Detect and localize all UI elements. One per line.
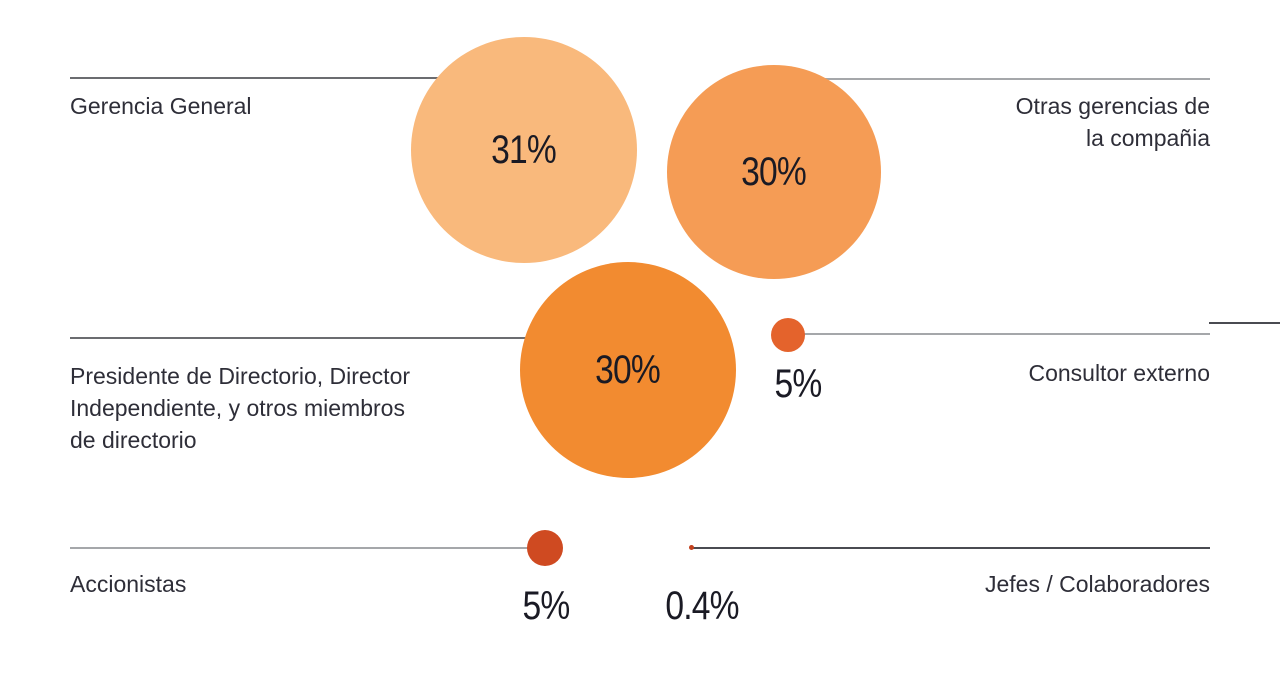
- label-consultor-externo: Consultor externo: [1028, 360, 1210, 386]
- label-gerencia-general: Gerencia General: [70, 93, 252, 119]
- edge-line-fragment: [1209, 322, 1280, 324]
- bubble-value-otras-gerencias: 30%: [741, 149, 808, 194]
- rule-otras-gerencias: [774, 78, 1210, 80]
- bubble-consultor-externo: [771, 318, 805, 352]
- pct-label-accionistas: 5%: [522, 584, 571, 628]
- label-accionistas: Accionistas: [70, 571, 187, 597]
- rule-jefes-colaboradores: [692, 547, 1210, 549]
- bubble-jefes-colaboradores: [689, 545, 694, 550]
- pct-label-jefes-colaboradores: 0.4%: [665, 584, 739, 628]
- rule-gerencia-general: [70, 77, 524, 79]
- rule-accionistas: [70, 547, 545, 549]
- label-otras-gerencias: Otras gerencias de la compañia: [1015, 93, 1210, 151]
- bubble-presidente: 30%: [520, 262, 736, 478]
- bubble-value-presidente: 30%: [595, 347, 662, 392]
- bubble-value-gerencia-general: 31%: [491, 127, 558, 172]
- bubble-gerencia-general: 31%: [411, 37, 637, 263]
- bubble-accionistas: [527, 530, 563, 566]
- pct-label-consultor-externo: 5%: [774, 362, 823, 406]
- rule-presidente: [70, 337, 628, 339]
- label-jefes-colaboradores: Jefes / Colaboradores: [984, 571, 1210, 597]
- label-presidente: Presidente de Directorio, Director Indep…: [70, 363, 411, 453]
- rule-consultor-externo: [788, 333, 1210, 335]
- bubble-otras-gerencias: 30%: [667, 65, 881, 279]
